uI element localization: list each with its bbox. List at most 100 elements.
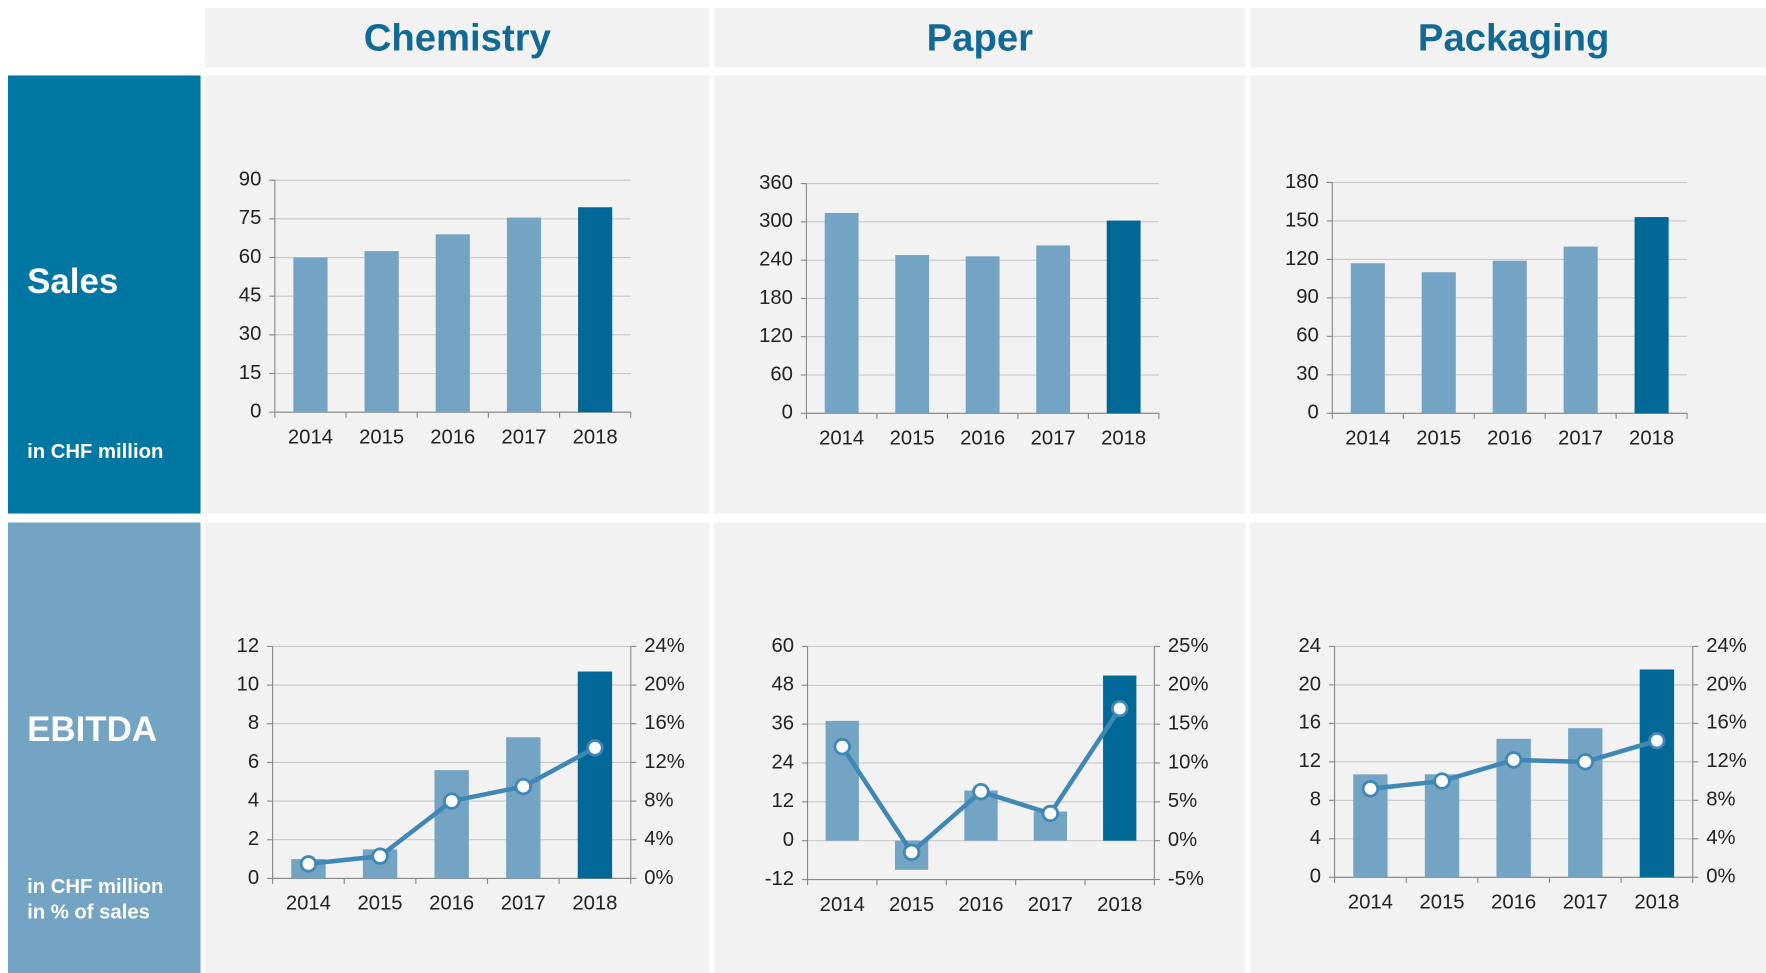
row-note: in % of sales xyxy=(27,902,150,924)
y-tick-label: 36 xyxy=(771,712,794,734)
x-tick-label: 2014 xyxy=(820,894,865,916)
bar xyxy=(506,217,542,413)
x-tick-label: 2017 xyxy=(1563,892,1608,914)
bar xyxy=(435,234,470,413)
row-label-panel xyxy=(7,75,201,514)
x-tick-label: 2017 xyxy=(1028,894,1073,916)
x-tick-label: 2016 xyxy=(429,893,474,915)
row-note: in CHF million xyxy=(27,441,163,463)
y2-tick-label: 15% xyxy=(1168,712,1209,734)
row-title: Sales xyxy=(27,262,118,301)
line-marker xyxy=(1433,772,1451,790)
y-tick-label: 30 xyxy=(239,323,262,345)
line-marker xyxy=(1110,699,1129,718)
bar xyxy=(506,737,541,879)
x-tick-label: 2015 xyxy=(890,428,935,450)
y2-tick-label: 25% xyxy=(1168,635,1209,657)
bar xyxy=(577,671,613,879)
bar xyxy=(293,257,328,413)
header-cell xyxy=(205,7,710,68)
x-tick-label: 2018 xyxy=(1101,428,1146,450)
y-tick-label: 8 xyxy=(248,712,259,734)
row-title: EBITDA xyxy=(27,710,157,749)
x-tick-label: 2015 xyxy=(1419,892,1464,914)
bar xyxy=(1639,669,1675,878)
line-marker xyxy=(442,792,461,810)
x-tick-label: 2018 xyxy=(573,426,618,448)
line-marker xyxy=(1648,731,1666,750)
y-tick-label: 12 xyxy=(771,790,794,812)
y-tick-label: 120 xyxy=(759,325,793,347)
bar xyxy=(1568,728,1603,878)
x-tick-label: 2014 xyxy=(288,426,333,448)
y-tick-label: 2 xyxy=(248,828,259,850)
column-header: Chemistry xyxy=(364,17,552,60)
row-label-panel xyxy=(7,522,201,973)
y2-tick-label: 12% xyxy=(644,751,685,773)
y-tick-label: 24 xyxy=(1299,635,1322,657)
y-tick-label: 60 xyxy=(239,246,262,268)
y2-tick-label: 20% xyxy=(1168,674,1209,696)
y-tick-label: 16 xyxy=(1299,712,1322,734)
x-tick-label: 2016 xyxy=(960,428,1005,450)
y-tick-label: 45 xyxy=(239,285,262,307)
y-tick-label: 150 xyxy=(1285,209,1319,231)
y2-tick-label: 10% xyxy=(1168,751,1209,773)
x-tick-label: 2018 xyxy=(1634,892,1679,914)
y-tick-label: 12 xyxy=(237,635,260,657)
line-marker xyxy=(833,737,851,756)
y-tick-label: 300 xyxy=(759,210,793,232)
x-tick-label: 2014 xyxy=(819,428,864,450)
y2-tick-label: 0% xyxy=(644,867,673,889)
x-tick-label: 2014 xyxy=(1345,428,1390,450)
x-tick-label: 2015 xyxy=(358,893,403,915)
y-tick-label: 0 xyxy=(1310,866,1321,888)
column-header: Packaging xyxy=(1418,17,1609,60)
x-tick-label: 2018 xyxy=(1629,428,1674,450)
panel xyxy=(205,522,710,973)
x-tick-label: 2015 xyxy=(1416,428,1461,450)
x-tick-label: 2018 xyxy=(1097,894,1142,916)
bar xyxy=(1563,246,1598,414)
y-tick-label: 0 xyxy=(783,829,794,851)
x-tick-label: 2016 xyxy=(430,426,475,448)
y-tick-label: 0 xyxy=(782,402,793,424)
bar xyxy=(824,212,859,414)
x-tick-label: 2014 xyxy=(1348,892,1393,914)
x-tick-label: 2017 xyxy=(501,426,546,448)
y-tick-label: 15 xyxy=(239,362,262,384)
x-tick-label: 2016 xyxy=(1487,428,1532,450)
y-tick-label: 20 xyxy=(1299,673,1322,695)
x-tick-label: 2016 xyxy=(958,894,1003,916)
y2-tick-label: 20% xyxy=(1706,673,1747,695)
header-cell xyxy=(1250,7,1766,68)
y2-tick-label: 24% xyxy=(1706,635,1747,657)
y-tick-label: 60 xyxy=(771,635,794,657)
y2-tick-label: 24% xyxy=(644,635,685,657)
x-tick-label: 2017 xyxy=(1558,428,1603,450)
bar xyxy=(1421,272,1456,414)
y2-tick-label: 4% xyxy=(644,828,673,850)
y-tick-label: 90 xyxy=(1296,286,1319,308)
line-marker xyxy=(514,777,533,796)
x-tick-label: 2017 xyxy=(1031,428,1076,450)
y-tick-label: 180 xyxy=(759,287,793,309)
line-marker xyxy=(902,843,921,862)
line-marker xyxy=(1504,751,1523,769)
header-cell xyxy=(714,7,1246,68)
line-marker xyxy=(1576,753,1594,771)
line-marker xyxy=(371,847,389,865)
y-tick-label: 90 xyxy=(239,169,262,191)
bar xyxy=(1036,245,1071,414)
line-marker xyxy=(1361,780,1380,798)
x-tick-label: 2015 xyxy=(359,426,404,448)
x-tick-label: 2018 xyxy=(572,893,617,915)
y2-tick-label: 16% xyxy=(644,712,685,734)
y-tick-label: 12 xyxy=(1299,750,1322,772)
y-tick-label: 60 xyxy=(1296,325,1319,347)
line-marker xyxy=(586,739,604,757)
bar xyxy=(364,251,399,413)
y-tick-label: 180 xyxy=(1285,171,1319,193)
y-tick-label: 0 xyxy=(1308,402,1319,424)
